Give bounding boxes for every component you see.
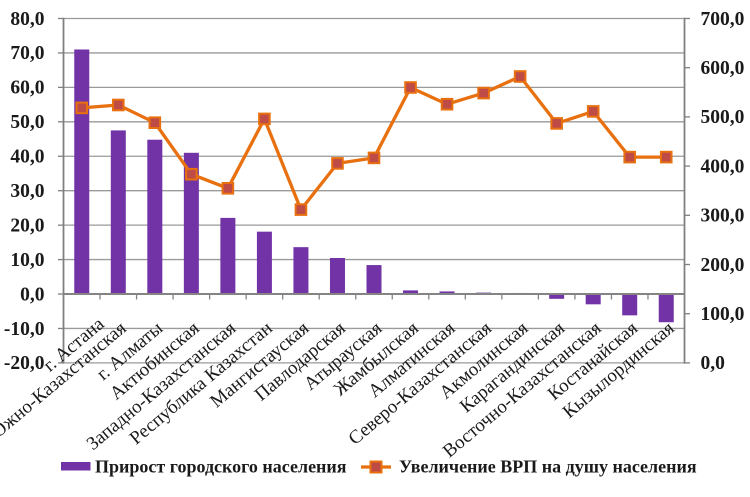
svg-text:100,0: 100,0 <box>701 304 745 325</box>
svg-text:200,0: 200,0 <box>701 255 745 276</box>
svg-text:600,0: 600,0 <box>701 58 745 79</box>
svg-text:400,0: 400,0 <box>701 156 745 177</box>
svg-text:70,0: 70,0 <box>10 43 44 64</box>
svg-text:300,0: 300,0 <box>701 206 745 227</box>
svg-text:50,0: 50,0 <box>10 112 44 133</box>
svg-text:40,0: 40,0 <box>10 147 44 168</box>
svg-text:20,0: 20,0 <box>10 215 44 236</box>
svg-text:0,0: 0,0 <box>20 284 44 305</box>
svg-text:0,0: 0,0 <box>701 353 725 374</box>
svg-text:30,0: 30,0 <box>10 181 44 202</box>
svg-text:-20,0: -20,0 <box>4 353 45 374</box>
svg-text:Увеличение ВРП на душу населен: Увеличение ВРП на душу населения <box>399 457 697 477</box>
svg-text:Прирост городского населения: Прирост городского населения <box>95 457 347 477</box>
svg-text:500,0: 500,0 <box>701 107 745 128</box>
svg-text:-10,0: -10,0 <box>4 319 45 340</box>
svg-text:700,0: 700,0 <box>701 9 745 30</box>
svg-text:10,0: 10,0 <box>10 250 44 271</box>
svg-text:60,0: 60,0 <box>10 78 44 99</box>
svg-text:80,0: 80,0 <box>10 9 44 30</box>
